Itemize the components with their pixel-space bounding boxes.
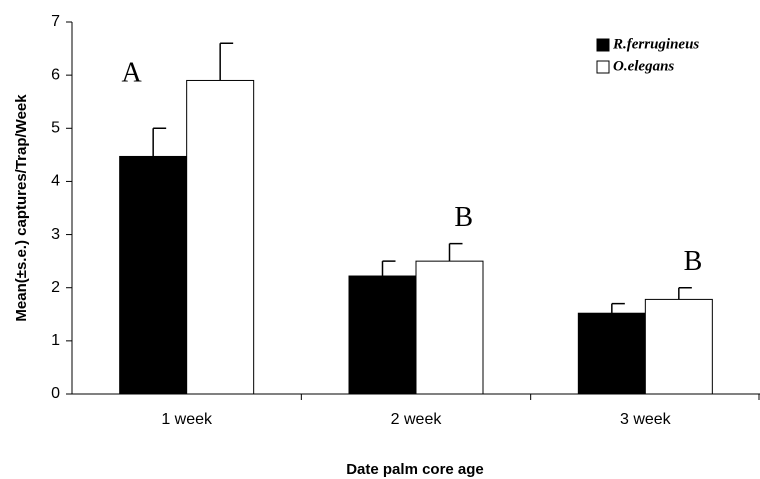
- y-tick-label: 4: [51, 173, 60, 190]
- annotation: B: [454, 202, 473, 233]
- legend-label: O.elegans: [613, 58, 674, 74]
- bar: [644, 298, 713, 395]
- legend-swatch: [596, 60, 610, 74]
- error-bar: [381, 260, 396, 277]
- y-tick-label: 1: [51, 332, 60, 349]
- y-tick-label: 7: [51, 13, 60, 30]
- y-tick-label: 0: [51, 385, 60, 402]
- y-tick-label: 2: [51, 279, 60, 296]
- bar: [186, 79, 255, 395]
- legend-label: R.ferrugineus: [612, 36, 699, 52]
- error-bar: [219, 42, 234, 81]
- x-axis-label: Date palm core age: [346, 461, 484, 478]
- bar: [119, 155, 188, 395]
- error-bar: [152, 127, 167, 157]
- y-tick-label: 3: [51, 226, 60, 243]
- annotation: A: [122, 57, 143, 88]
- x-tick-label: 3 week: [620, 411, 672, 428]
- y-axis-label: Mean(±s.e.) captures/Trap/Week: [13, 94, 30, 322]
- y-tick-label: 5: [51, 120, 60, 137]
- x-tick-label: 1 week: [161, 411, 213, 428]
- y-tick-label: 6: [51, 66, 60, 83]
- error-bar: [448, 242, 463, 262]
- bar: [348, 275, 417, 395]
- bar: [415, 260, 484, 395]
- annotation: B: [684, 246, 703, 277]
- bar: [577, 312, 646, 395]
- legend-swatch: [596, 38, 610, 52]
- error-bar: [611, 302, 625, 314]
- error-bar: [678, 286, 692, 300]
- x-tick-label: 2 week: [391, 411, 443, 428]
